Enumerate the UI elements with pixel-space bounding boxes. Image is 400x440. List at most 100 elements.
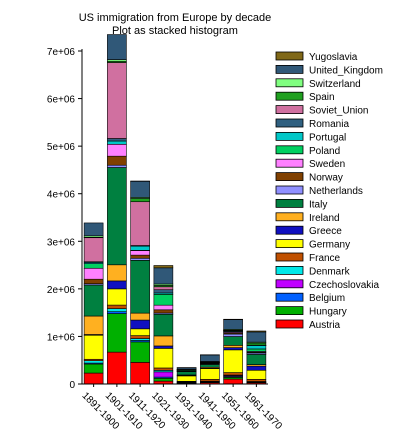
y-tick-label: 6e+06: [47, 95, 76, 106]
legend-entry-switzerland: Switzerland: [275, 78, 361, 90]
bar-stack-1961-1970: [246, 330, 267, 385]
bar-segment-greece-1961-1970: [246, 365, 267, 371]
bar-segment-czechoslovakia-1921-1930: [153, 371, 174, 378]
bar-segment-portugal-1961-1970: [246, 345, 267, 350]
legend-swatch: [275, 118, 304, 128]
bar-segment-austria-1891-1900: [83, 372, 104, 385]
legend-label: Italy: [309, 199, 327, 210]
bar-segment-germany-1921-1930: [153, 348, 174, 369]
legend-entry-greece: Greece: [275, 225, 342, 237]
bar-segment-austria-1951-1960: [223, 378, 243, 385]
legend-entry-czechoslovakia: Czechoslovakia: [275, 279, 379, 291]
legend-entry-germany: Germany: [275, 239, 350, 251]
bar-stack-1931-1940: [176, 367, 197, 385]
bar-segment-poland-1961-1970: [246, 348, 267, 352]
legend-label: France: [309, 253, 341, 264]
bar-segment-sweden-1921-1930: [153, 304, 174, 311]
legend-swatch: [275, 252, 304, 262]
legend-swatch: [275, 91, 304, 101]
bar-stack-1951-1960: [223, 318, 243, 385]
bar-segment-hungary-1921-1930: [153, 377, 174, 382]
bar-segment-soviet_union-1921-1930: [153, 286, 174, 291]
bar-segment-yugoslavia-1961-1970: [246, 330, 267, 333]
bar-segment-germany-1901-1910: [107, 288, 127, 306]
y-tick-label: 1e+06: [47, 332, 76, 343]
bar-segment-sweden-1911-1920: [130, 250, 150, 256]
bar-segment-italy-1911-1920: [130, 260, 150, 314]
legend-swatch: [275, 51, 304, 61]
legend-entry-norway: Norway: [275, 172, 343, 184]
legend-entry-yugoslavia: Yugoslavia: [275, 51, 358, 63]
bar-segment-greece-1911-1920: [130, 319, 150, 330]
bar-segment-united_kingdom-1941-1950: [200, 354, 220, 362]
bar-segment-united_kingdom-1961-1970: [246, 331, 267, 343]
bar-segment-austria-1911-1920: [130, 362, 150, 385]
bar-segment-portugal-1911-1920: [130, 245, 150, 251]
legend-swatch: [275, 306, 304, 316]
legend-swatch: [275, 105, 304, 114]
bar-segment-yugoslavia-1921-1930: [153, 265, 174, 269]
bar-segment-greece-1921-1930: [153, 345, 174, 349]
legend-swatch: [275, 212, 304, 222]
bar-segment-sweden-1901-1910: [107, 143, 127, 157]
bar-segment-united_kingdom-1901-1910: [107, 34, 127, 60]
legend-label: Belgium: [309, 293, 345, 304]
bar-segment-italy-1901-1910: [107, 167, 127, 266]
y-tick-label: 3e+06: [47, 237, 76, 248]
legend-entry-austria: Austria: [275, 319, 341, 331]
plot-area: [83, 34, 267, 385]
legend-entry-hungary: Hungary: [275, 306, 347, 318]
bar-segment-ireland-1911-1920: [130, 312, 150, 321]
legend-entry-netherlands: Netherlands: [275, 185, 363, 197]
legend-label: Sweden: [309, 159, 345, 170]
bar-segment-ireland-1921-1930: [153, 335, 174, 347]
bar-segment-italy-1921-1930: [153, 313, 174, 337]
legend-swatch: [275, 65, 304, 74]
bar-segment-netherlands-1951-1960: [223, 333, 243, 337]
legend-entry-ireland: Ireland: [275, 212, 340, 224]
legend-swatch: [275, 185, 304, 195]
legend-label: Denmark: [309, 266, 351, 277]
legend-label: Romania: [309, 119, 349, 130]
legend-swatch: [275, 265, 304, 275]
bar-segment-poland-1891-1900: [83, 263, 104, 269]
bar-segment-united_kingdom-1921-1930: [153, 267, 174, 285]
bar-stack-1921-1930: [153, 265, 174, 385]
legend-entry-united_kingdom: United_Kingdom: [275, 65, 383, 76]
legend-label: Hungary: [309, 307, 347, 318]
legend-swatch: [275, 172, 304, 182]
legend-swatch: [275, 225, 304, 235]
bar-segment-france-1951-1960: [223, 372, 243, 376]
bar-segment-soviet_union-1891-1900: [83, 237, 104, 263]
bar-segment-italy-1951-1960: [223, 336, 243, 346]
bar-segment-spain-1911-1920: [130, 198, 150, 203]
bar-segment-spain-1961-1970: [246, 342, 267, 346]
bar-segment-norway-1901-1910: [107, 155, 127, 166]
x-axis: 1891-19001901-19101911-19201921-19301931…: [80, 383, 284, 432]
legend-entry-portugal: Portugal: [275, 131, 346, 143]
bar-segment-romania-1921-1930: [153, 289, 174, 294]
bar-segment-germany-1961-1970: [246, 369, 267, 380]
legend-swatch: [275, 239, 304, 249]
bar-segment-france-1961-1970: [246, 379, 267, 382]
bar-stack-1941-1950: [200, 354, 220, 385]
y-tick-label: 0: [69, 380, 75, 391]
bar-segment-romania-1901-1910: [107, 138, 127, 142]
legend-swatch: [275, 292, 304, 302]
legend-label: Switzerland: [309, 79, 361, 90]
bar-segment-united_kingdom-1951-1960: [223, 319, 243, 330]
bar-segment-france-1921-1930: [153, 367, 174, 371]
legend-entry-romania: Romania: [275, 118, 349, 130]
bar-segment-germany-1951-1960: [223, 349, 243, 373]
bar-segment-united_kingdom-1911-1920: [130, 180, 150, 198]
legend-label: Spain: [309, 92, 335, 103]
legend-swatch: [275, 198, 304, 208]
bar-segment-poland-1921-1930: [153, 294, 174, 306]
bar-segment-norway-1891-1900: [83, 278, 104, 285]
legend: Yugoslavia United_Kingdom Switzerland Spain…: [275, 51, 383, 331]
legend-label: Portugal: [309, 132, 346, 143]
bar-segment-austria-1901-1910: [107, 351, 127, 385]
bar-stack-1911-1920: [130, 180, 150, 385]
legend-swatch: [275, 78, 304, 88]
